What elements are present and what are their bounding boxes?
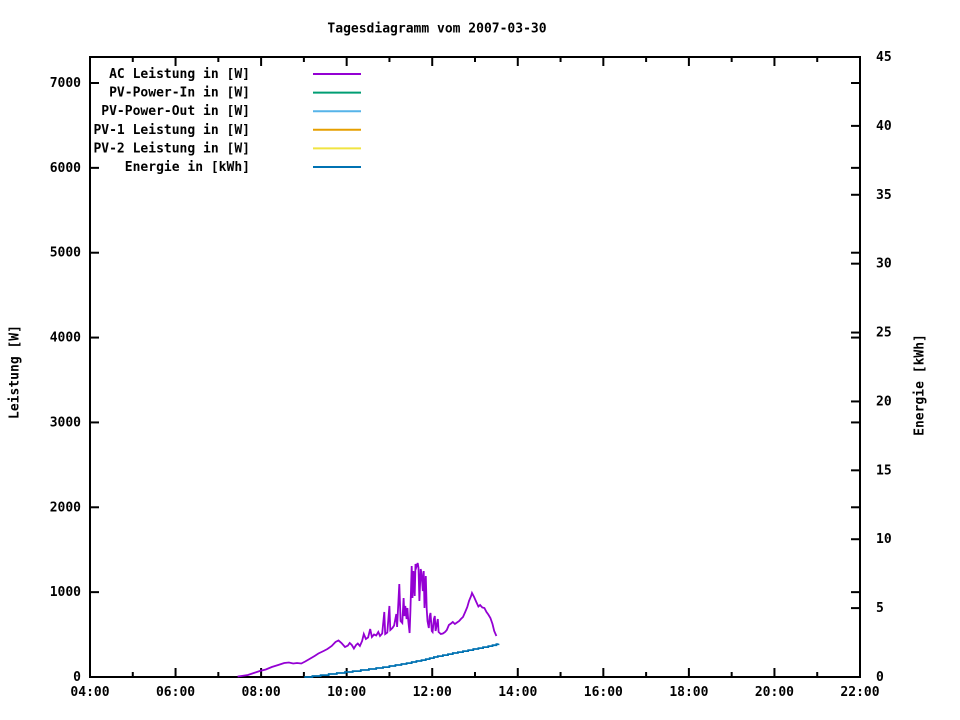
y-right-tick-label: 40 (876, 119, 892, 134)
x-tick-label: 14:00 (498, 685, 537, 700)
x-tick-label: 06:00 (156, 685, 195, 700)
x-tick-label: 12:00 (413, 685, 452, 700)
x-tick-label: 18:00 (669, 685, 708, 700)
y-right-tick-label: 10 (876, 532, 892, 547)
x-tick-label: 10:00 (327, 685, 366, 700)
y-right-tick-label: 0 (876, 670, 884, 685)
y-right-tick-label: 35 (876, 188, 892, 203)
legend-label: AC Leistung in [W] (109, 67, 250, 82)
y-left-tick-label: 1000 (50, 585, 81, 600)
y-right-axis-title: Energie [kWh] (912, 334, 928, 436)
y-left-tick-label: 0 (73, 670, 81, 685)
y-left-tick-label: 4000 (50, 331, 81, 346)
y-right-tick-label: 15 (876, 463, 892, 478)
legend-label: Energie in [kWh] (125, 160, 250, 175)
y-right-tick-label: 45 (876, 50, 892, 65)
x-tick-label: 16:00 (584, 685, 623, 700)
x-tick-label: 04:00 (70, 685, 109, 700)
y-left-tick-label: 5000 (50, 246, 81, 261)
x-tick-label: 20:00 (755, 685, 794, 700)
series-line-energie-in-kwh (304, 643, 500, 678)
legend-label: PV-Power-Out in [W] (101, 104, 250, 119)
legend-label: PV-Power-In in [W] (109, 86, 250, 101)
chart-title: Tagesdiagramm vom 2007-03-30 (327, 21, 547, 37)
y-left-tick-label: 6000 (50, 161, 81, 176)
y-right-tick-label: 20 (876, 394, 892, 409)
series-line-ac-leistung-in-w (237, 562, 498, 678)
y-right-tick-label: 5 (876, 601, 884, 616)
y-right-tick-label: 25 (876, 326, 892, 341)
y-left-tick-label: 7000 (50, 76, 81, 91)
x-tick-label: 08:00 (242, 685, 281, 700)
y-left-tick-label: 2000 (50, 500, 81, 515)
y-right-tick-label: 30 (876, 257, 892, 272)
legend-label: PV-2 Leistung in [W] (93, 141, 250, 156)
legend-label: PV-1 Leistung in [W] (93, 123, 250, 138)
y-left-tick-label: 3000 (50, 415, 81, 430)
y-left-axis-title: Leistung [W] (7, 325, 23, 419)
x-tick-label: 22:00 (840, 685, 879, 700)
